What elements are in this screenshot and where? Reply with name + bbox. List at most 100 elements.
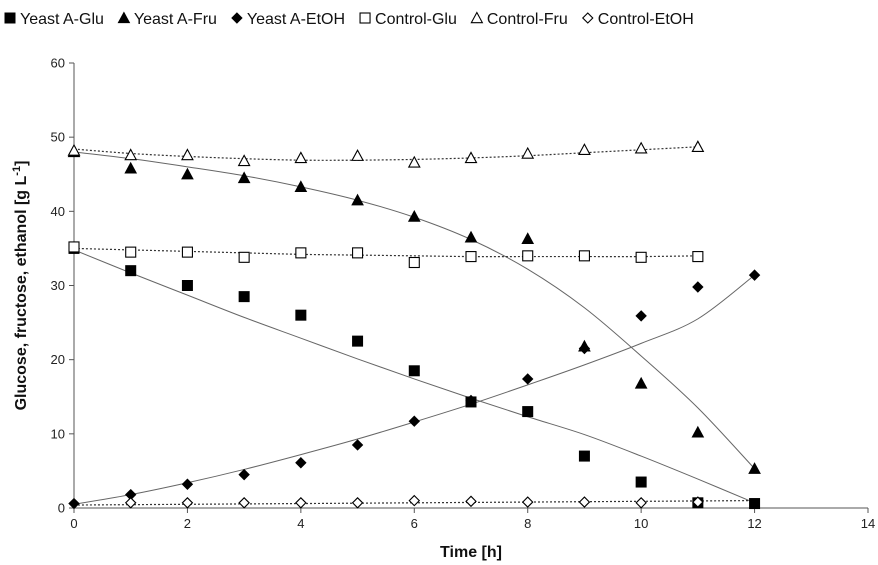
point-yeast-a-fru	[181, 167, 194, 180]
point-control-etoh	[181, 497, 194, 509]
legend-item-yeast-a-etoh: Yeast A-EtOH	[231, 11, 345, 28]
point-yeast-a-etoh	[578, 342, 591, 355]
point-control-fru	[351, 149, 364, 161]
legend-marker-control-etoh	[581, 12, 594, 24]
point-yeast-a-fru	[237, 171, 251, 184]
legend-label: Yeast A-Glu	[20, 11, 104, 28]
trend-lines	[73, 146, 755, 506]
point-yeast-a-fru	[124, 161, 138, 174]
x-tick-label: 2	[184, 516, 191, 531]
point-control-etoh	[692, 496, 704, 508]
point-control-glu	[465, 251, 477, 263]
point-control-glu	[68, 241, 80, 253]
point-control-etoh	[465, 495, 477, 508]
x-tick-label: 6	[411, 516, 418, 531]
y-tick-label: 20	[51, 352, 65, 367]
point-control-glu	[352, 247, 364, 259]
legend-item-yeast-a-fru: Yeast A-Fru	[117, 11, 217, 28]
y-axis-title: Glucose, fructose, ethanol [g L-1]	[11, 161, 30, 411]
x-tick-label: 4	[297, 516, 304, 531]
point-yeast-a-glu	[408, 365, 420, 377]
point-yeast-a-etoh	[522, 373, 534, 385]
point-control-glu	[692, 251, 704, 263]
point-control-etoh	[521, 496, 534, 508]
legend-marker-yeast-a-etoh	[231, 12, 243, 24]
legend-marker-yeast-a-fru	[117, 11, 131, 24]
y-axis-title-end: ]	[13, 161, 30, 166]
point-control-etoh	[351, 497, 364, 509]
point-yeast-a-fru	[464, 230, 478, 243]
point-control-fru	[407, 155, 421, 168]
x-tick-label: 0	[70, 516, 77, 531]
point-yeast-a-etoh	[295, 457, 307, 469]
point-control-glu	[408, 256, 420, 269]
point-control-glu	[295, 247, 307, 259]
legend-marker-control-fru	[470, 11, 484, 24]
legend: Yeast A-Glu Yeast A-Fru Yeast A-EtOH Contro…	[4, 11, 694, 28]
y-tick-label: 10	[51, 426, 65, 441]
legend-item-control-glu: Control-Glu	[359, 11, 457, 28]
point-control-fru	[124, 148, 138, 161]
point-control-fru	[578, 143, 591, 155]
point-yeast-a-fru	[351, 193, 364, 206]
data-points	[67, 140, 761, 510]
legend-label: Control-Glu	[375, 11, 457, 28]
legend-label: Yeast A-EtOH	[247, 11, 345, 28]
legend-label: Yeast A-Fru	[134, 11, 217, 28]
point-yeast-a-etoh	[68, 497, 80, 510]
point-control-etoh	[238, 497, 250, 509]
trend-line-yeast-a-etoh	[73, 274, 755, 505]
point-yeast-a-glu	[295, 309, 307, 321]
point-control-etoh	[124, 497, 137, 509]
point-yeast-a-glu	[749, 498, 761, 510]
legend-label: Control-Fru	[487, 11, 568, 28]
point-control-fru	[521, 146, 535, 159]
point-control-fru	[67, 143, 81, 156]
point-control-glu	[238, 251, 250, 263]
x-axis-title: Time [h]	[440, 544, 502, 561]
point-control-etoh	[295, 497, 307, 509]
point-yeast-a-glu	[352, 335, 364, 347]
point-control-glu	[125, 246, 137, 258]
point-control-glu	[578, 250, 590, 262]
y-axis-title-sup: -1	[11, 166, 23, 176]
x-tick-label: 8	[524, 516, 531, 531]
y-axis-title-main: Glucose, fructose, ethanol [g L	[13, 175, 30, 410]
point-control-fru	[464, 151, 478, 164]
y-tick-label: 30	[51, 278, 65, 293]
point-yeast-a-fru	[521, 232, 535, 244]
legend-marker-yeast-a-glu	[4, 12, 16, 24]
point-yeast-a-glu	[522, 406, 534, 418]
legend-item-control-fru: Control-Fru	[470, 11, 568, 28]
point-yeast-a-fru	[407, 209, 421, 222]
point-yeast-a-etoh	[408, 415, 420, 427]
point-yeast-a-etoh	[351, 439, 364, 451]
y-tick-label: 40	[51, 204, 65, 219]
trend-line-control-fru	[73, 146, 698, 161]
point-control-fru	[181, 148, 194, 161]
point-yeast-a-glu	[125, 265, 137, 277]
legend-marker-control-glu	[359, 12, 371, 24]
point-control-etoh	[408, 494, 421, 507]
point-yeast-a-glu	[578, 450, 590, 462]
x-tick-label: 14	[861, 516, 875, 531]
point-control-fru	[294, 151, 308, 164]
point-yeast-a-etoh	[238, 468, 250, 481]
point-yeast-a-glu	[181, 280, 193, 291]
point-control-fru	[634, 141, 648, 154]
point-yeast-a-etoh	[181, 478, 194, 490]
point-yeast-a-fru	[748, 462, 761, 474]
point-yeast-a-fru	[294, 180, 308, 193]
y-tick-label: 0	[58, 501, 65, 516]
point-yeast-a-fru	[634, 376, 648, 389]
point-control-fru	[691, 140, 705, 153]
point-yeast-a-fru	[691, 425, 705, 438]
point-yeast-a-etoh	[465, 394, 477, 407]
point-yeast-a-etoh	[635, 310, 647, 322]
point-yeast-a-glu	[635, 476, 647, 488]
legend-item-control-etoh: Control-EtOH	[581, 11, 694, 28]
legend-item-yeast-a-glu: Yeast A-Glu	[4, 11, 104, 28]
point-control-etoh	[635, 497, 647, 509]
